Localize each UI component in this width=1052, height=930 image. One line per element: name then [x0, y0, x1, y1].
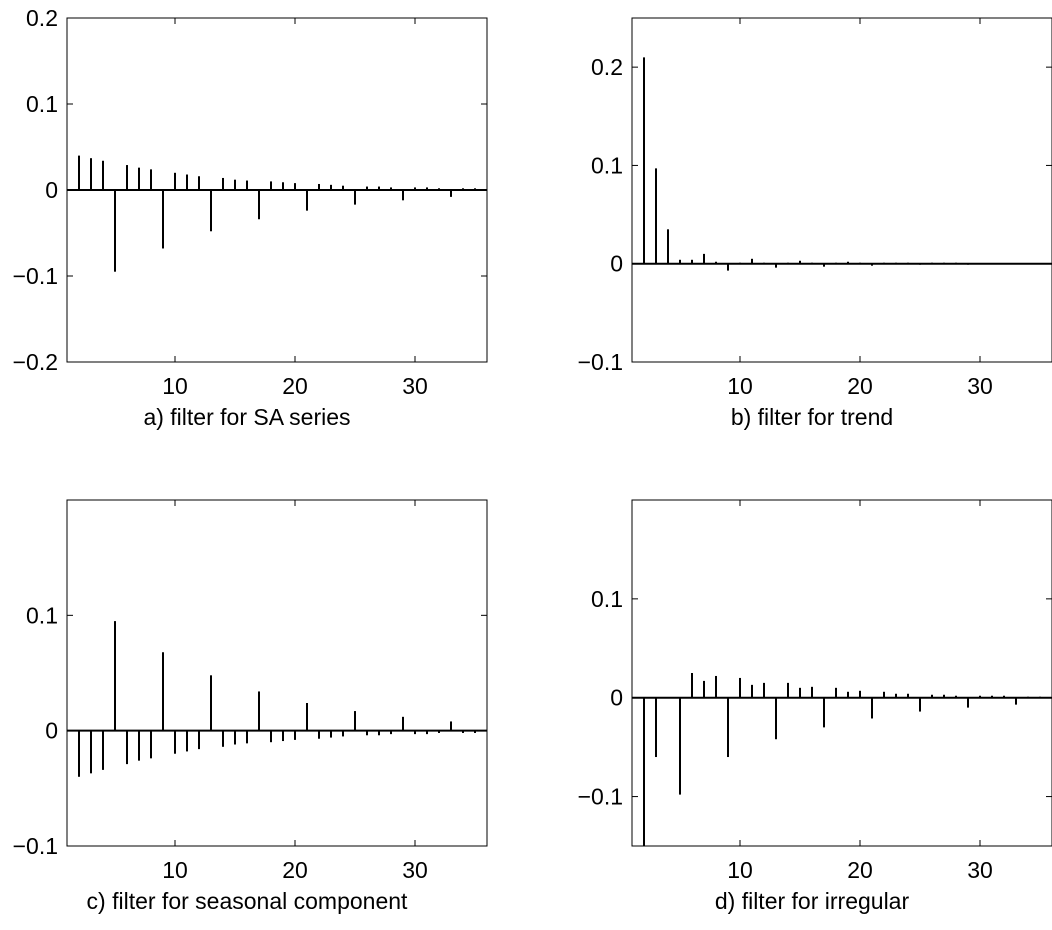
- stems: [643, 57, 1041, 271]
- stems: [78, 155, 476, 272]
- stems: [643, 673, 1041, 846]
- panel-b-trend: −0.1 0 0.1 0.2 10 20 30 b) filter for trend: [578, 17, 1052, 430]
- x-tick-label: 10: [162, 373, 188, 399]
- y-tick-label: −0.1: [578, 349, 623, 375]
- y-tick-label: −0.1: [13, 263, 58, 289]
- x-tick-label: 10: [727, 857, 753, 883]
- x-tick-label: 30: [967, 373, 993, 399]
- stems: [78, 621, 476, 777]
- x-tick-label: 20: [282, 373, 308, 399]
- panel-d-irregular: −0.1 0 0.1 10 20 30 d) filter for irregular: [578, 499, 1052, 914]
- panel-c-seasonal: −0.1 0 0.1 10 20 30 c) filter for seasonal com…: [13, 499, 488, 914]
- x-tick-label: 30: [967, 857, 993, 883]
- y-tick-label: 0.1: [591, 152, 623, 178]
- x-tick-label: 30: [402, 373, 428, 399]
- panel-caption: a) filter for SA series: [143, 404, 350, 430]
- x-tick-label: 10: [727, 373, 753, 399]
- y-tick-label: −0.1: [578, 784, 623, 810]
- panel-caption: b) filter for trend: [731, 404, 893, 430]
- x-tick-label: 30: [402, 857, 428, 883]
- y-tick-label: 0.1: [591, 586, 623, 612]
- y-tick-label: 0.1: [26, 602, 58, 628]
- axes-frame: [631, 499, 1052, 847]
- y-tick-label: 0: [610, 251, 623, 277]
- y-tick-label: 0.2: [26, 5, 58, 31]
- axes-frame: [631, 17, 1052, 363]
- x-tick-label: 20: [847, 373, 873, 399]
- y-tick-label: −0.1: [13, 833, 58, 859]
- panel-caption: c) filter for seasonal component: [87, 888, 408, 914]
- panel-caption: d) filter for irregular: [715, 888, 910, 914]
- x-tick-label: 20: [282, 857, 308, 883]
- y-tick-label: 0: [610, 685, 623, 711]
- y-tick-label: 0.2: [591, 54, 623, 80]
- y-tick-label: 0: [45, 177, 58, 203]
- x-tick-label: 20: [847, 857, 873, 883]
- y-tick-label: 0: [45, 718, 58, 744]
- axes-frame: [66, 499, 488, 847]
- x-tick-label: 10: [162, 857, 188, 883]
- y-tick-label: −0.2: [13, 349, 58, 375]
- panel-a-sa-series: −0.2 −0.1 0 0.1 0.2 10 20 30 a) filter for SA se…: [13, 5, 488, 430]
- y-tick-label: 0.1: [26, 91, 58, 117]
